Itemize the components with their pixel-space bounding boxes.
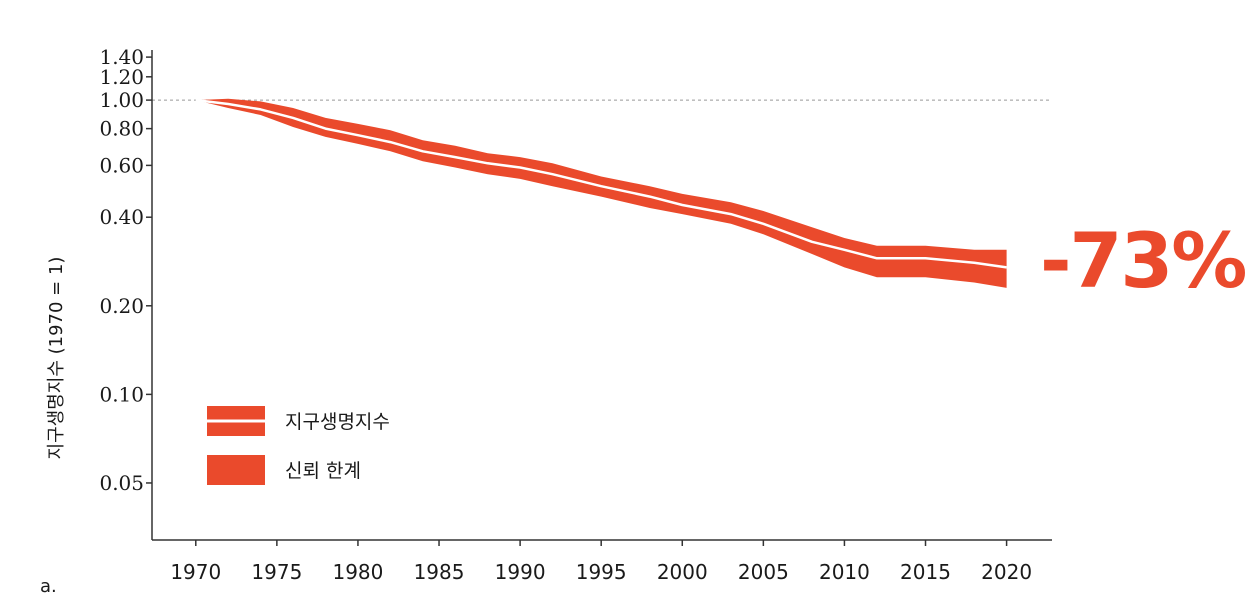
x-tick-label: 1990 xyxy=(495,560,546,584)
index-line-layer xyxy=(195,98,1007,269)
y-tick-label: 0.60 xyxy=(99,153,144,177)
confidence-band xyxy=(195,98,1007,288)
y-ticks: 0.05 0.10 0.20 0.40 0.60 0.80 1.001.201.40 xyxy=(99,45,152,495)
legend-confidence-label: 신뢰 한계 xyxy=(285,460,361,482)
legend-index-label: 지구생명지수 xyxy=(285,411,390,433)
y-tick-label: 0.20 xyxy=(99,294,144,318)
y-tick-label: 1.00 xyxy=(99,88,144,112)
panel-label: a. xyxy=(40,576,57,597)
x-tick-label: 2000 xyxy=(657,560,708,584)
x-ticks: 1970 1975 1980 1985 1990 1995 2000 2005 2010 2015… xyxy=(170,540,1032,584)
y-tick-label: 0.05 xyxy=(99,471,144,495)
x-tick-label: 1985 xyxy=(414,560,465,584)
confidence-band-layer xyxy=(195,98,1007,288)
y-tick-label: 1.20 xyxy=(99,65,144,89)
x-tick-label: 2005 xyxy=(738,560,789,584)
x-tick-label: 2010 xyxy=(819,560,870,584)
x-tick-label: 2020 xyxy=(981,560,1032,584)
x-tick-label: 2015 xyxy=(900,560,951,584)
index-line xyxy=(195,98,1007,269)
legend-confidence-swatch xyxy=(207,455,265,485)
y-tick-label: 0.10 xyxy=(99,382,144,406)
x-tick-label: 1970 xyxy=(170,560,221,584)
y-axis-label: 지구생명지수 (1970 = 1) xyxy=(46,257,67,460)
y-tick-label: 1.40 xyxy=(99,45,144,69)
legend: 지구생명지수 신뢰 한계 xyxy=(207,406,390,485)
x-tick-label: 1980 xyxy=(332,560,383,584)
change-annotation: -73% xyxy=(1040,216,1245,305)
x-tick-label: 1975 xyxy=(251,560,302,584)
x-tick-label: 1995 xyxy=(576,560,627,584)
y-tick-label: 0.80 xyxy=(99,117,144,141)
axes xyxy=(151,50,1052,541)
y-tick-label: 0.40 xyxy=(99,205,144,229)
